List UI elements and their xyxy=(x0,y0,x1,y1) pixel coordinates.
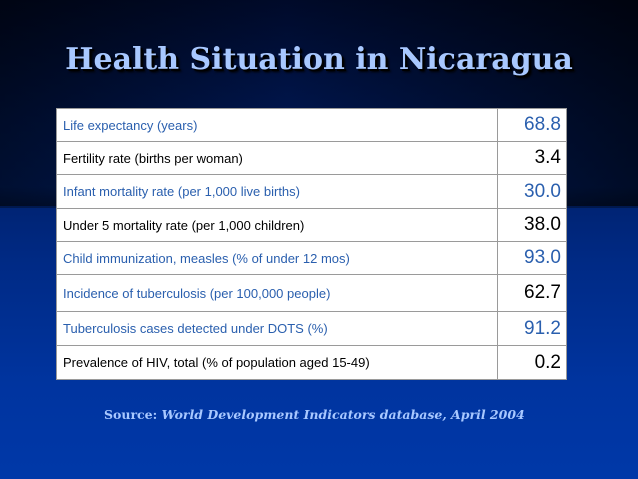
source-prefix: Source: xyxy=(104,407,162,422)
indicator-label: Under 5 mortality rate (per 1,000 childr… xyxy=(56,208,498,242)
health-indicators-table: Life expectancy (years) 68.8 Fertility rat… xyxy=(56,108,567,380)
table-row: Under 5 mortality rate (per 1,000 childr… xyxy=(56,208,567,242)
table-row: Incidence of tuberculosis (per 100,000 p… xyxy=(56,274,567,312)
indicator-label: Fertility rate (births per woman) xyxy=(56,141,498,175)
indicator-value: 3.4 xyxy=(497,141,567,175)
indicator-label: Life expectancy (years) xyxy=(56,108,498,142)
indicator-value: 0.2 xyxy=(497,345,567,380)
table-row: Life expectancy (years) 68.8 xyxy=(56,108,567,142)
indicator-label: Child immunization, measles (% of under … xyxy=(56,241,498,275)
indicator-label: Incidence of tuberculosis (per 100,000 p… xyxy=(56,274,498,312)
slide-title: Health Situation in Nicaragua xyxy=(65,42,573,77)
indicator-value: 68.8 xyxy=(497,108,567,142)
indicator-label: Tuberculosis cases detected under DOTS (… xyxy=(56,311,498,346)
source-note: Source: World Development Indicators dat… xyxy=(104,407,525,422)
indicator-label: Prevalence of HIV, total (% of populatio… xyxy=(56,345,498,380)
table-row: Tuberculosis cases detected under DOTS (… xyxy=(56,311,567,346)
indicator-value: 93.0 xyxy=(497,241,567,275)
table-row: Infant mortality rate (per 1,000 live bi… xyxy=(56,174,567,209)
indicator-value: 30.0 xyxy=(497,174,567,209)
table-row: Prevalence of HIV, total (% of populatio… xyxy=(56,345,567,380)
indicator-value: 38.0 xyxy=(497,208,567,242)
indicator-value: 62.7 xyxy=(497,274,567,312)
source-reference: World Development Indicators database, A… xyxy=(161,407,525,422)
table-row: Fertility rate (births per woman) 3.4 xyxy=(56,141,567,175)
indicator-value: 91.2 xyxy=(497,311,567,346)
table-row: Child immunization, measles (% of under … xyxy=(56,241,567,275)
indicator-label: Infant mortality rate (per 1,000 live bi… xyxy=(56,174,498,209)
